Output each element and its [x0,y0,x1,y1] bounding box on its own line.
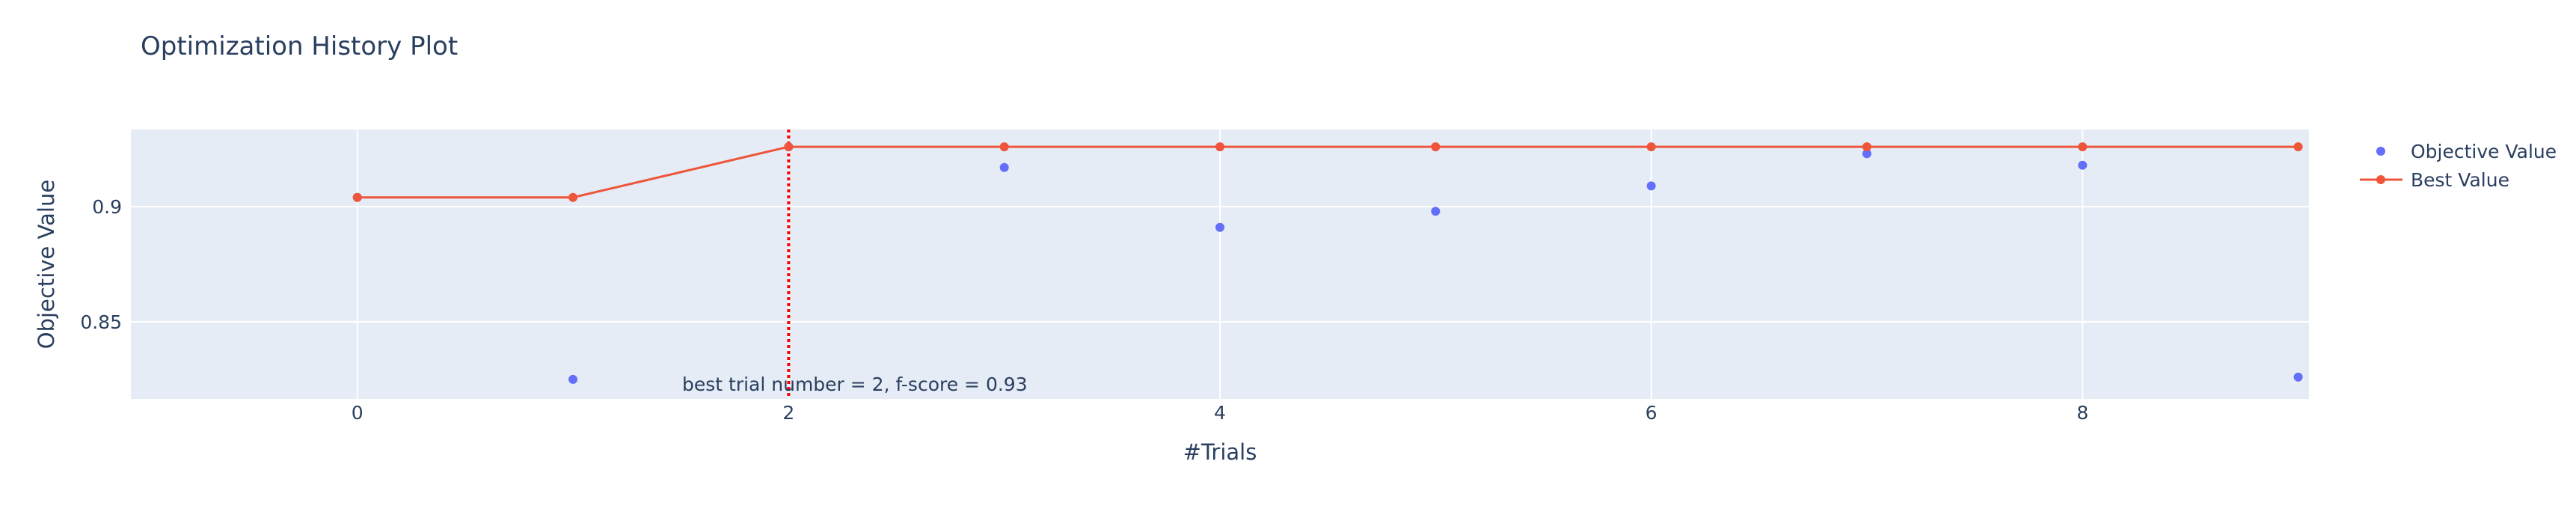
best-value-point [999,142,1009,152]
objective-value-point [1862,149,1871,159]
chart-title: Optimization History Plot [141,31,458,61]
legend-item-objective-value[interactable]: Objective Value [2376,141,2557,162]
best-value-point [1646,142,1656,152]
y-tick-label: 0.9 [92,196,122,218]
tick-labels: 0 2 4 6 8 0.85 0.9 [80,196,2088,424]
x-tick-label: 2 [782,402,794,424]
best-value-legend-marker [2376,175,2385,184]
legend-label-objective-value: Objective Value [2411,141,2557,162]
best-value-point [1215,142,1224,152]
objective-value-point [2293,372,2303,382]
legend-label-best-value: Best Value [2411,169,2509,191]
objective-value-legend-marker [2376,147,2385,156]
best-value-point [1862,142,1871,152]
x-tick-label: 0 [352,402,364,424]
best-value-point [2078,142,2088,152]
series-layer [352,142,2303,384]
objective-value-point [999,162,1009,172]
objective-value-point [1646,181,1656,191]
objective-value-point [568,374,578,384]
best-value-point [1431,142,1441,152]
best-value-point [784,142,794,152]
best-trial-annotation: best trial number = 2, f-score = 0.93 [682,374,1028,395]
x-tick-label: 6 [1646,402,1657,424]
best-value-point [2293,142,2303,152]
x-tick-label: 4 [1214,402,1226,424]
best-value-point [352,192,362,202]
x-tick-label: 8 [2076,402,2088,424]
legend[interactable]: Objective Value Best Value [2360,141,2557,191]
objective-value-point [1431,207,1441,216]
x-axis-title: #Trials [1183,439,1257,465]
best-value-line [357,145,2299,199]
objective-value-point [2078,160,2088,170]
best-value-point [568,192,578,202]
objective-value-point [1215,222,1224,232]
y-tick-label: 0.85 [80,311,122,333]
legend-item-best-value[interactable]: Best Value [2360,169,2509,191]
y-axis-title: Objective Value [34,180,59,349]
